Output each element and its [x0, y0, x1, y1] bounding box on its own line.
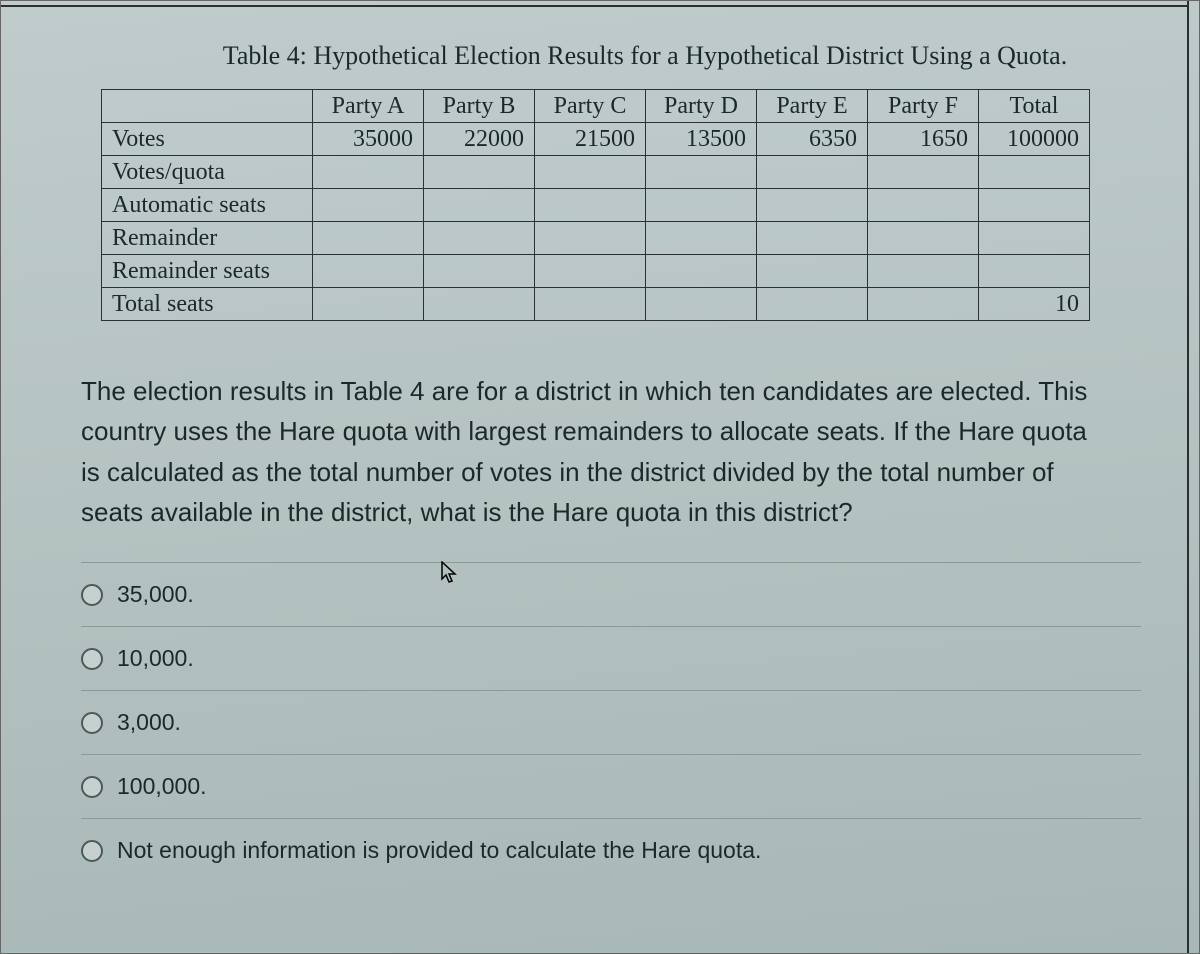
cell — [979, 222, 1090, 255]
frame-right — [1187, 1, 1189, 953]
cell: 10 — [979, 288, 1090, 321]
cell — [424, 255, 535, 288]
radio-icon[interactable] — [81, 584, 103, 606]
table-row: Votes 35000 22000 21500 13500 6350 1650 … — [102, 123, 1090, 156]
option-3[interactable]: 100,000. — [81, 754, 1141, 818]
cell — [313, 222, 424, 255]
row-label: Total seats — [102, 288, 313, 321]
cell — [979, 255, 1090, 288]
cell — [646, 288, 757, 321]
row-label: Remainder — [102, 222, 313, 255]
row-label: Automatic seats — [102, 189, 313, 222]
frame-top — [1, 5, 1189, 7]
cell: 6350 — [757, 123, 868, 156]
cell — [757, 255, 868, 288]
header-party-a: Party A — [313, 90, 424, 123]
cell — [424, 288, 535, 321]
cell — [868, 222, 979, 255]
table-row: Total seats 10 — [102, 288, 1090, 321]
cell: 1650 — [868, 123, 979, 156]
cell — [646, 222, 757, 255]
row-label: Remainder seats — [102, 255, 313, 288]
option-label: 100,000. — [117, 773, 207, 800]
table-row: Remainder — [102, 222, 1090, 255]
radio-icon[interactable] — [81, 648, 103, 670]
cell — [313, 189, 424, 222]
cell: 22000 — [424, 123, 535, 156]
cell — [313, 156, 424, 189]
cell — [535, 288, 646, 321]
header-party-d: Party D — [646, 90, 757, 123]
cell — [979, 156, 1090, 189]
cell: 35000 — [313, 123, 424, 156]
cell — [646, 189, 757, 222]
cell: 100000 — [979, 123, 1090, 156]
table-header-row: Party A Party B Party C Party D Party E … — [102, 90, 1090, 123]
cell — [868, 189, 979, 222]
cell — [535, 255, 646, 288]
question-text: The election results in Table 4 are for … — [81, 371, 1099, 532]
cell — [424, 222, 535, 255]
cell — [868, 288, 979, 321]
cell — [535, 222, 646, 255]
table-row: Remainder seats — [102, 255, 1090, 288]
header-party-f: Party F — [868, 90, 979, 123]
cell — [979, 189, 1090, 222]
header-empty — [102, 90, 313, 123]
row-label: Votes/quota — [102, 156, 313, 189]
table-caption: Table 4: Hypothetical Election Results f… — [211, 41, 1079, 71]
option-label: 35,000. — [117, 581, 194, 608]
header-party-b: Party B — [424, 90, 535, 123]
table-row: Votes/quota — [102, 156, 1090, 189]
cell — [313, 288, 424, 321]
cell — [535, 156, 646, 189]
cell: 21500 — [535, 123, 646, 156]
radio-icon[interactable] — [81, 712, 103, 734]
table-row: Automatic seats — [102, 189, 1090, 222]
option-0[interactable]: 35,000. — [81, 562, 1141, 626]
cell — [868, 255, 979, 288]
cell — [757, 156, 868, 189]
quiz-screen: Table 4: Hypothetical Election Results f… — [0, 0, 1200, 954]
option-2[interactable]: 3,000. — [81, 690, 1141, 754]
option-1[interactable]: 10,000. — [81, 626, 1141, 690]
election-table: Party A Party B Party C Party D Party E … — [101, 89, 1090, 321]
cell — [646, 156, 757, 189]
option-4[interactable]: Not enough information is provided to ca… — [81, 818, 1141, 882]
cell — [646, 255, 757, 288]
radio-icon[interactable] — [81, 776, 103, 798]
radio-icon[interactable] — [81, 840, 103, 862]
option-label: Not enough information is provided to ca… — [117, 837, 761, 864]
cell: 13500 — [646, 123, 757, 156]
option-label: 3,000. — [117, 709, 181, 736]
answer-options: 35,000. 10,000. 3,000. 100,000. Not enou… — [81, 562, 1159, 882]
cell — [535, 189, 646, 222]
cell — [757, 288, 868, 321]
row-label: Votes — [102, 123, 313, 156]
cell — [757, 222, 868, 255]
header-total: Total — [979, 90, 1090, 123]
cell — [424, 156, 535, 189]
header-party-e: Party E — [757, 90, 868, 123]
header-party-c: Party C — [535, 90, 646, 123]
option-label: 10,000. — [117, 645, 194, 672]
cell — [313, 255, 424, 288]
cell — [424, 189, 535, 222]
cell — [868, 156, 979, 189]
cell — [757, 189, 868, 222]
